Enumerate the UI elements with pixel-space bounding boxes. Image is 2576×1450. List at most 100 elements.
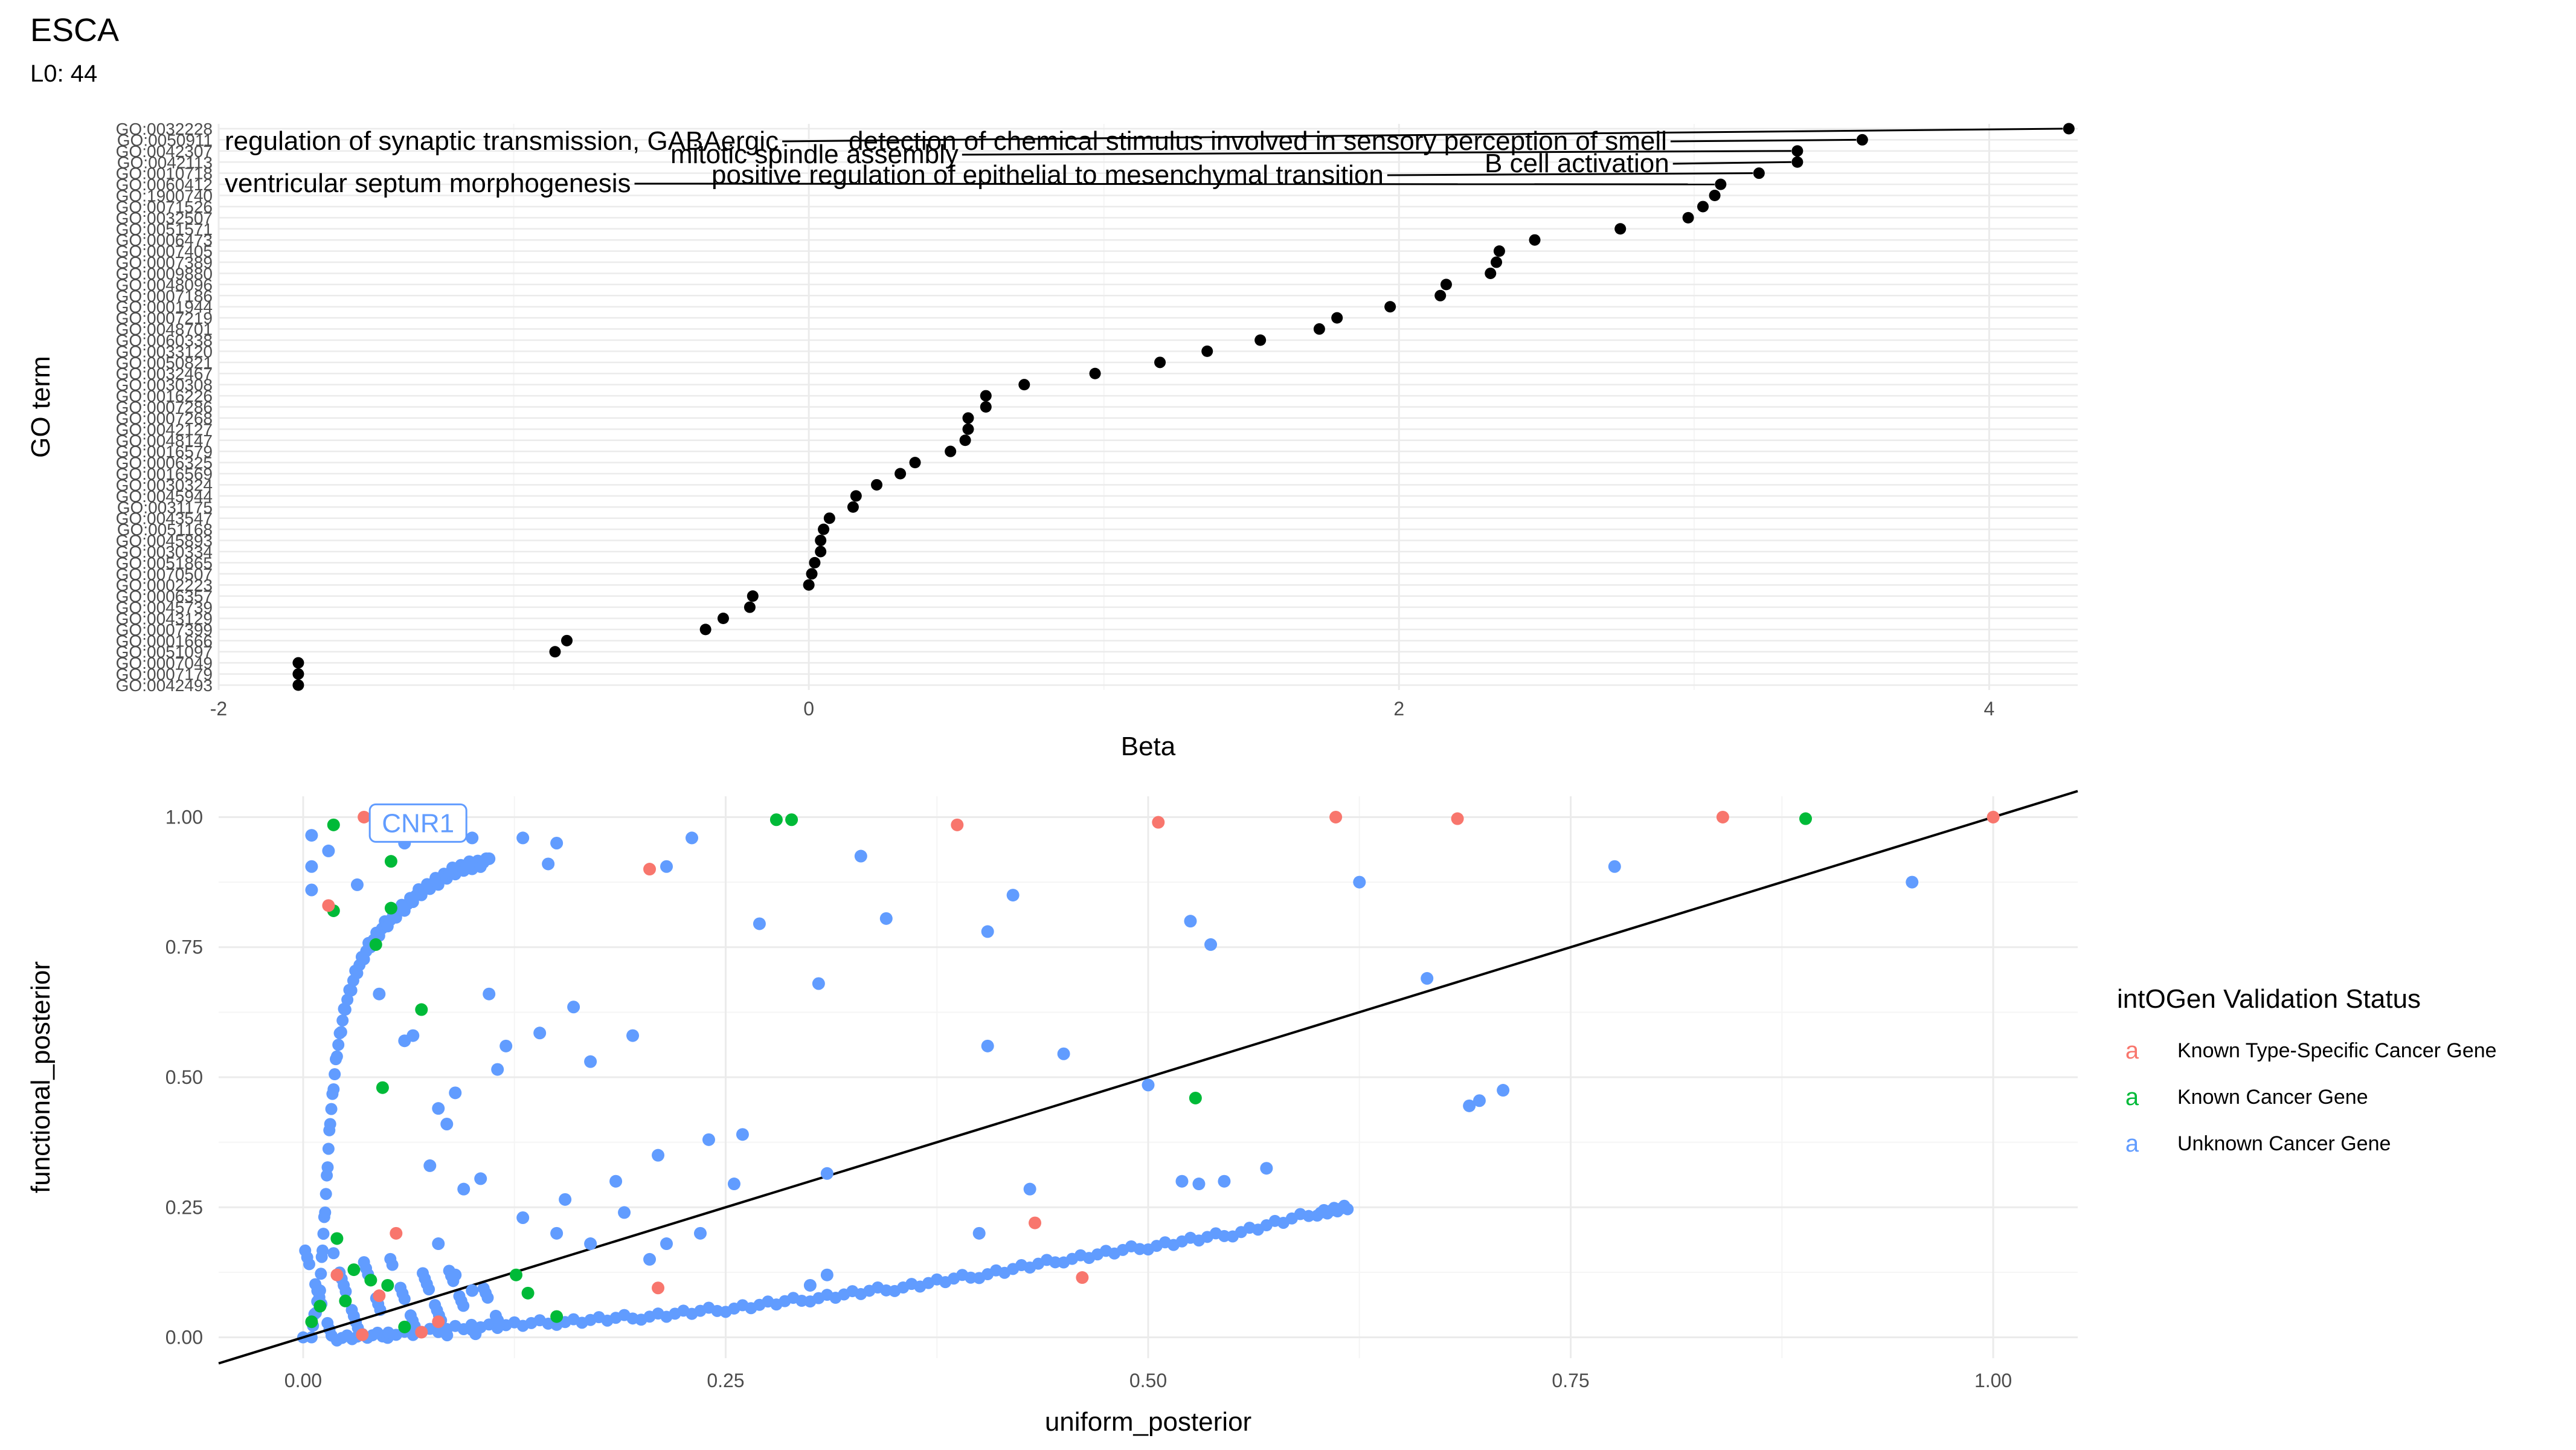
data-point — [806, 568, 818, 580]
y-tick-label: GO:0007286 — [116, 398, 213, 417]
data-point-unknown — [1421, 971, 1434, 985]
y-tick-label: GO:0007049 — [116, 654, 213, 672]
data-point-unknown — [1463, 1099, 1476, 1112]
data-point-unknown — [483, 987, 496, 1000]
data-point-unknown — [820, 1268, 834, 1281]
data-point-unknown — [493, 1318, 506, 1331]
y-tick-label: GO:0051865 — [116, 553, 213, 572]
data-point — [1614, 223, 1627, 235]
data-point — [292, 668, 304, 680]
data-point-unknown — [322, 844, 335, 857]
y-tick-label: GO:0007405 — [116, 242, 213, 261]
legend-entry-label: Unknown Cancer Gene — [2177, 1132, 2391, 1155]
data-point-known — [330, 1232, 344, 1245]
data-point-unknown — [736, 1128, 749, 1141]
data-point-unknown — [332, 1039, 345, 1051]
data-point-unknown — [449, 1268, 462, 1281]
term-label: positive regulation of epithelial to mes… — [711, 160, 1384, 190]
legend-key-glyph: a — [2125, 1037, 2139, 1064]
data-point — [1491, 256, 1503, 268]
data-point-unknown — [643, 1252, 657, 1266]
data-point — [1791, 156, 1804, 168]
y-tick-label: GO:0002223 — [116, 576, 213, 594]
data-point — [1682, 211, 1694, 224]
data-point-unknown — [320, 1188, 332, 1200]
label-leader — [1670, 138, 1857, 143]
data-point-unknown — [499, 1039, 513, 1052]
y-tick-label: GO:0030334 — [116, 543, 213, 561]
data-point — [1697, 201, 1709, 213]
y-tick-label: GO:0043547 — [116, 509, 213, 528]
data-point-known — [398, 1320, 411, 1333]
legend-key-glyph: a — [2125, 1084, 2139, 1110]
data-point — [1089, 367, 1101, 379]
reference-line — [218, 790, 2078, 1365]
data-point-type-specific — [1716, 810, 1729, 823]
data-point — [1018, 379, 1030, 391]
data-point-unknown — [981, 925, 994, 938]
data-point — [962, 412, 974, 424]
data-point — [815, 535, 827, 547]
data-point — [895, 468, 907, 480]
data-point — [945, 445, 957, 457]
label-leader — [1672, 161, 1791, 165]
data-point — [1753, 167, 1765, 179]
data-point — [747, 590, 759, 602]
annotation-box — [368, 803, 467, 843]
data-point-type-specific — [643, 863, 657, 876]
y-tick-label: GO:0060338 — [116, 331, 213, 350]
data-point — [1384, 301, 1396, 313]
data-point-unknown — [1260, 1162, 1273, 1175]
data-point-unknown — [336, 1014, 349, 1027]
y-tick-label: GO:0045944 — [116, 487, 213, 506]
data-point-unknown — [345, 984, 358, 997]
data-point — [1331, 312, 1343, 324]
data-point — [549, 646, 561, 658]
y-axis-label: functional_posterior — [26, 961, 56, 1193]
y-tick-label: GO:0042113 — [117, 153, 213, 172]
data-point-unknown — [516, 831, 530, 845]
data-point-known — [305, 1315, 318, 1329]
term-label: mitotic spindle assembly — [670, 140, 959, 169]
data-point-type-specific — [358, 810, 371, 823]
y-tick-label: GO:0006357 — [116, 587, 213, 606]
data-point-unknown — [1006, 889, 1020, 902]
y-tick-label: GO:0048096 — [116, 276, 213, 294]
y-tick-label: GO:0051097 — [116, 643, 213, 662]
y-tick-label: GO:0060412 — [116, 175, 213, 194]
data-point — [1201, 345, 1213, 357]
data-point — [1485, 267, 1497, 279]
data-point-unknown — [803, 1278, 817, 1292]
data-point-unknown — [373, 987, 386, 1000]
data-point — [699, 624, 711, 636]
y-tick-label: GO:0051571 — [116, 220, 213, 239]
data-point-unknown — [660, 860, 673, 873]
data-point-unknown — [330, 1050, 343, 1063]
data-point-unknown — [1023, 1182, 1036, 1196]
data-point-unknown — [1175, 1174, 1189, 1188]
data-point-unknown — [341, 993, 354, 1006]
y-tick-label: GO:0030324 — [116, 475, 213, 494]
data-point-unknown — [481, 1291, 494, 1304]
data-point-unknown — [457, 1182, 471, 1196]
data-point — [1154, 356, 1166, 369]
data-point — [1313, 323, 1325, 335]
y-tick-label: GO:0033120 — [116, 342, 213, 361]
data-point-unknown — [491, 1063, 504, 1076]
y-tick-label: GO:0007389 — [116, 253, 213, 272]
data-point-unknown — [618, 1206, 631, 1219]
legend-entry-label: Known Cancer Gene — [2177, 1086, 2368, 1109]
data-point-unknown — [339, 1004, 352, 1016]
data-point-unknown — [981, 1039, 994, 1052]
y-tick-label: GO:0001666 — [116, 631, 213, 650]
y-tick-label: GO:0006473 — [116, 231, 213, 250]
label-leader — [782, 127, 2063, 143]
y-tick-label: GO:0042307 — [116, 142, 213, 161]
y-tick-label: GO:0007219 — [116, 309, 213, 327]
data-point — [1440, 279, 1452, 291]
data-point-type-specific — [1076, 1271, 1089, 1284]
annotation-label: CNR1 — [382, 808, 454, 838]
data-point-known — [384, 901, 397, 915]
data-point-unknown — [516, 1211, 530, 1224]
data-point — [980, 390, 992, 402]
